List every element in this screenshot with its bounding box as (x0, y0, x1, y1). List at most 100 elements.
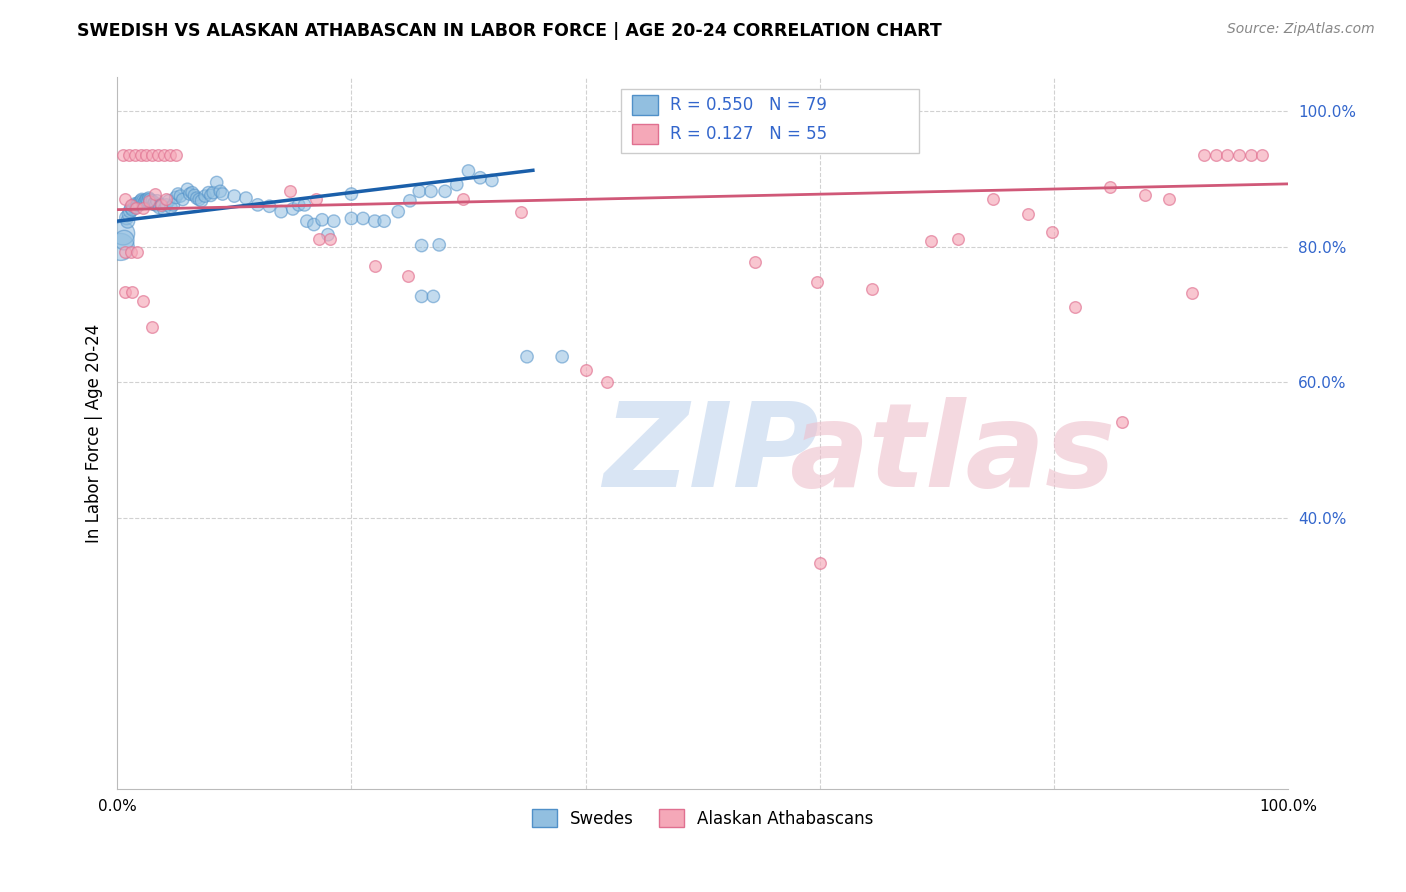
Point (125, 201, 148, 215)
Point (808, 557, 831, 571)
Point (399, 194, 422, 208)
Point (120, 244, 142, 259)
Point (157, 194, 180, 208)
Point (120, 198, 142, 212)
Point (316, 227, 339, 242)
Point (427, 238, 450, 252)
Point (167, 187, 190, 202)
Point (246, 198, 269, 212)
Point (165, 190, 187, 204)
Point (132, 201, 155, 215)
Point (165, 148, 187, 162)
Point (181, 186, 204, 200)
Point (434, 184, 457, 198)
Point (118, 148, 141, 162)
Point (141, 319, 163, 334)
Point (131, 193, 153, 207)
Point (420, 184, 443, 198)
Point (124, 197, 146, 211)
Point (146, 194, 169, 208)
Point (1251, 148, 1274, 162)
Point (132, 194, 155, 208)
Point (150, 198, 173, 212)
Point (194, 189, 217, 203)
Point (1181, 285, 1204, 300)
Point (153, 202, 176, 217)
Point (162, 198, 184, 212)
Point (129, 148, 152, 162)
Point (148, 201, 170, 215)
Point (146, 148, 169, 162)
Point (744, 255, 766, 269)
Point (172, 193, 194, 207)
Point (457, 164, 479, 178)
Point (155, 198, 177, 212)
Point (138, 191, 160, 205)
Point (200, 188, 222, 202)
Point (115, 211, 138, 225)
Point (160, 201, 183, 215)
Point (121, 202, 143, 217)
Point (322, 214, 344, 228)
Point (132, 294, 155, 309)
Point (114, 285, 136, 300)
Text: R = 0.550   N = 79: R = 0.550 N = 79 (669, 96, 827, 114)
Point (340, 211, 363, 226)
Legend: Swedes, Alaskan Athabascans: Swedes, Alaskan Athabascans (524, 803, 880, 834)
Point (135, 148, 157, 162)
Point (209, 184, 232, 198)
Point (118, 207, 141, 221)
Point (981, 193, 1004, 207)
Point (112, 227, 135, 241)
Point (202, 186, 225, 200)
Point (305, 193, 328, 207)
Point (1240, 148, 1263, 162)
Point (141, 194, 163, 208)
Point (481, 173, 503, 187)
Point (125, 201, 148, 215)
Point (120, 201, 142, 215)
Point (134, 195, 156, 210)
Point (396, 268, 419, 283)
Point (411, 238, 433, 252)
Point (127, 195, 149, 210)
Point (295, 214, 318, 228)
Point (1135, 187, 1157, 202)
Point (340, 187, 363, 202)
Point (129, 194, 152, 208)
Point (270, 204, 292, 219)
Point (188, 193, 211, 207)
Point (205, 176, 228, 190)
Point (1157, 193, 1180, 207)
Point (121, 285, 143, 300)
Point (197, 186, 219, 200)
Point (143, 187, 166, 202)
Point (135, 193, 157, 207)
Point (1227, 148, 1250, 162)
Text: ZIP: ZIP (603, 397, 820, 512)
Point (364, 214, 387, 228)
Point (143, 195, 166, 210)
Point (1216, 148, 1239, 162)
Point (364, 259, 387, 273)
Point (186, 191, 208, 205)
Point (302, 218, 325, 232)
Point (235, 191, 257, 205)
Point (294, 198, 316, 212)
Point (114, 193, 136, 207)
Point (595, 376, 617, 390)
Point (141, 148, 163, 162)
Point (190, 194, 212, 208)
Text: SWEDISH VS ALASKAN ATHABASCAN IN LABOR FORCE | AGE 20-24 CORRELATION CHART: SWEDISH VS ALASKAN ATHABASCAN IN LABOR F… (77, 22, 942, 40)
Point (120, 204, 142, 219)
Point (451, 193, 474, 207)
Point (134, 194, 156, 208)
Point (470, 170, 492, 185)
Point (373, 214, 395, 228)
Point (1099, 180, 1122, 194)
Point (211, 187, 233, 202)
Point (136, 194, 159, 208)
Point (281, 202, 304, 216)
Point (1064, 300, 1087, 314)
Point (169, 189, 191, 203)
